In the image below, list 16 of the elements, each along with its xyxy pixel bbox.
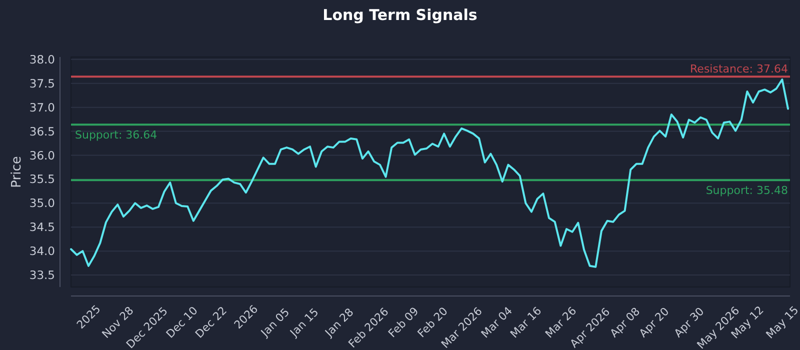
y-axis-title: Price	[10, 156, 25, 188]
y-tick-label: 36.0	[29, 148, 55, 162]
ref-line-label: Support: 35.48	[706, 184, 788, 198]
y-tick-label: 37.0	[29, 100, 55, 114]
y-tick-label: 38.0	[29, 52, 55, 66]
y-tick-label: 34.0	[29, 244, 55, 258]
ref-line-label: Resistance: 37.64	[690, 62, 788, 76]
y-tick-label: 37.5	[29, 76, 55, 90]
chart-title: Long Term Signals	[322, 6, 478, 24]
y-tick-label: 33.5	[29, 268, 55, 282]
y-tick-label: 35.5	[29, 172, 55, 186]
y-tick-label: 35.0	[29, 196, 55, 210]
line-series	[70, 78, 789, 268]
y-tick-label: 34.5	[29, 220, 55, 234]
y-tick-label: 36.5	[29, 124, 55, 138]
ref-line-label: Support: 36.64	[75, 128, 158, 142]
